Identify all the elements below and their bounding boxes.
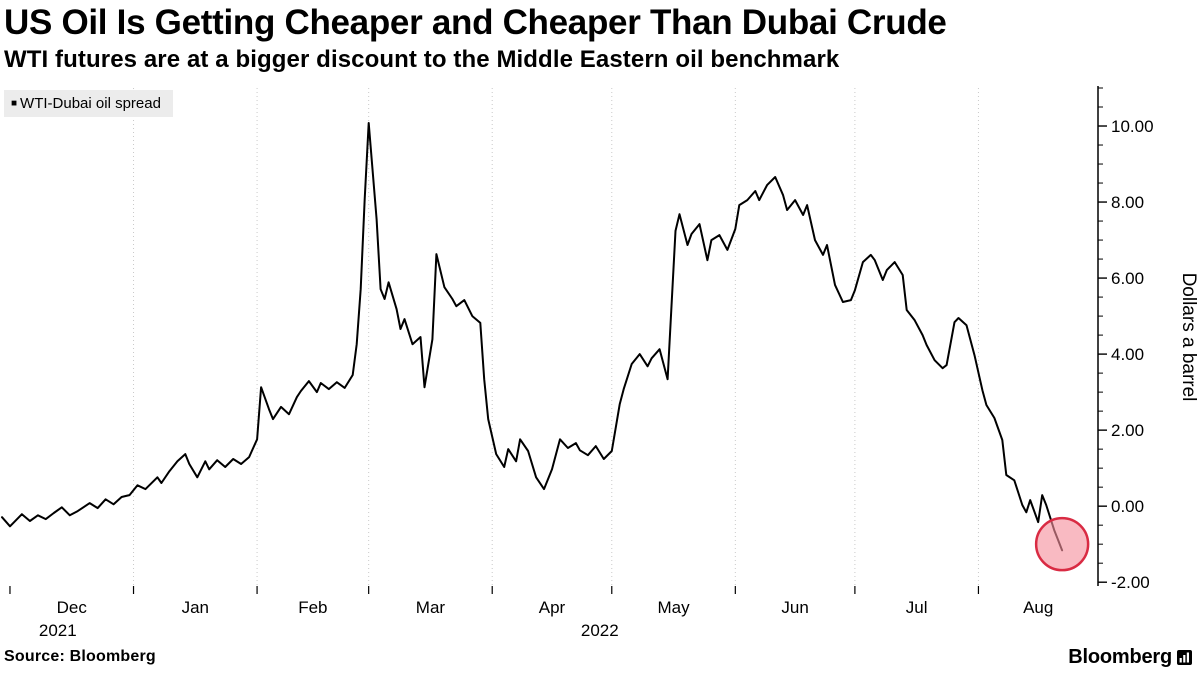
- y-tick-label: 6.00: [1111, 269, 1144, 288]
- y-tick-label: 10.00: [1111, 117, 1154, 136]
- y-tick-label: 2.00: [1111, 421, 1144, 440]
- y-tick-label: -2.00: [1111, 573, 1150, 592]
- legend-label: WTI-Dubai oil spread: [20, 95, 161, 112]
- page-subtitle: WTI futures are at a bigger discount to …: [4, 46, 840, 73]
- spread-line-chart: 10.00 8.00 6.00 4.00 2.00 0.00 -2.00 Dec Jan Feb M…: [1, 86, 1199, 640]
- month-label: Dec: [57, 598, 88, 617]
- y-axis-title: Dollars a barrel: [1178, 273, 1199, 402]
- page-title: US Oil Is Getting Cheaper and Cheaper Th…: [4, 3, 947, 42]
- legend-marker-icon: ■: [11, 97, 18, 109]
- legend: ■ WTI-Dubai oil spread: [4, 90, 173, 117]
- y-tick-label: 0.00: [1111, 497, 1144, 516]
- month-label: Apr: [539, 598, 566, 617]
- bloomberg-logo: Bloomberg: [1068, 646, 1192, 669]
- month-label: Jan: [182, 598, 209, 617]
- month-label: Jul: [906, 598, 928, 617]
- y-tick-label: 8.00: [1111, 193, 1144, 212]
- year-label: 2022: [581, 621, 619, 640]
- month-label: Aug: [1023, 598, 1053, 617]
- highlight-circle: [1034, 516, 1090, 572]
- month-label: May: [657, 598, 690, 617]
- y-tick-label: 4.00: [1111, 345, 1144, 364]
- bloomberg-wordmark: Bloomberg: [1068, 645, 1172, 668]
- month-label: Mar: [416, 598, 446, 617]
- month-label: Feb: [298, 598, 327, 617]
- source-label: Source: Bloomberg: [4, 648, 156, 665]
- bloomberg-logo-icon: [1177, 649, 1192, 665]
- footer: Source: Bloomberg Bloomberg: [0, 644, 1200, 670]
- spread-line: [1, 122, 1064, 552]
- chart-area: 10.00 8.00 6.00 4.00 2.00 0.00 -2.00 Dec Jan Feb M…: [0, 78, 1200, 644]
- year-label: 2021: [39, 621, 77, 640]
- month-label: Jun: [781, 598, 808, 617]
